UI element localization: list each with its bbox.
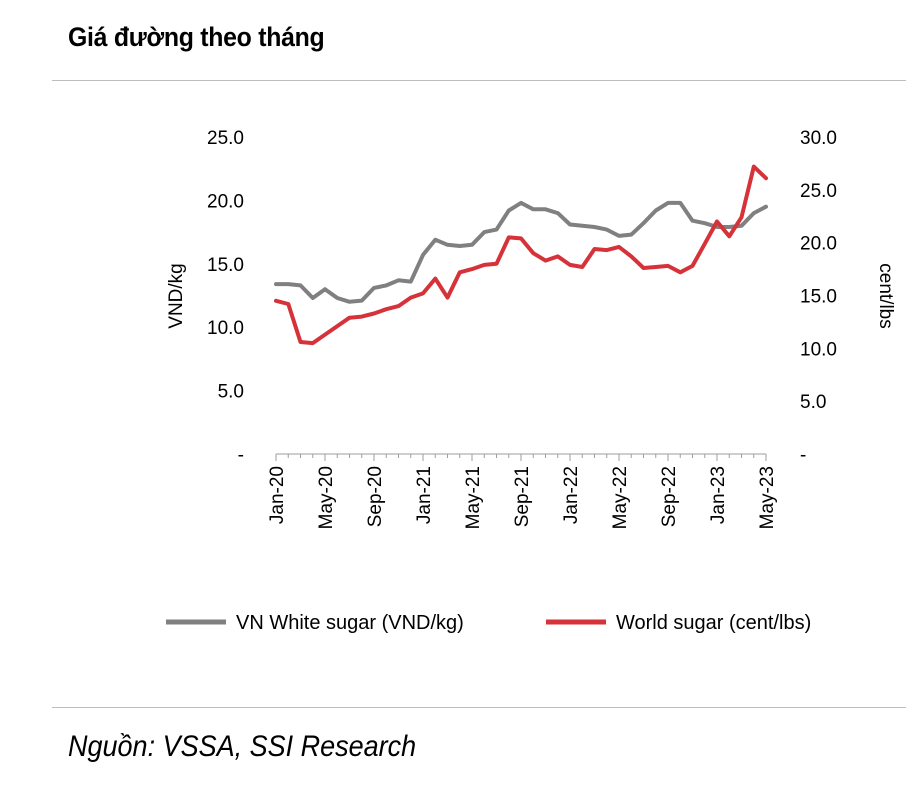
chart-svg: - 5.0 10.0 15.0 20.0 25.0 - 5.0 10.0 15.0 20.0 25.0… xyxy=(166,128,896,634)
y-right-tick-label: 10.0 xyxy=(800,339,837,360)
x-tick-label: May-20 xyxy=(316,466,337,529)
y-right-tick-label: 30.0 xyxy=(800,128,837,149)
y-left-tick-label: 10.0 xyxy=(207,318,244,339)
footer-divider xyxy=(52,707,906,708)
x-tick-label: Jan-20 xyxy=(267,466,288,524)
x-tick-label: May-21 xyxy=(463,466,484,529)
legend-label: VN White sugar (VND/kg) xyxy=(236,612,464,634)
x-tick-label: Jan-21 xyxy=(414,466,435,524)
y-right-tick-label: 5.0 xyxy=(800,392,826,413)
y-left-tick-label: - xyxy=(238,445,244,466)
series-line-vn-white-sugar xyxy=(274,200,768,304)
y-right-tick-label: 20.0 xyxy=(800,234,837,255)
x-tick-label: Sep-21 xyxy=(512,466,533,527)
chart-title: Giá đường theo tháng xyxy=(68,22,325,52)
y-left-axis-title: VND/kg xyxy=(166,263,187,328)
y-right-tick-label: 15.0 xyxy=(800,287,837,308)
title-divider xyxy=(52,80,906,81)
source-note: Nguồn: VSSA, SSI Research xyxy=(68,730,417,763)
y-right-tick-label: 25.0 xyxy=(800,181,837,202)
x-tick-label: Jan-23 xyxy=(708,466,729,524)
axes-group: - 5.0 10.0 15.0 20.0 25.0 - 5.0 10.0 15.0 20.0 25.0… xyxy=(166,128,896,529)
y-left-tick-label: 25.0 xyxy=(207,128,244,149)
legend-label: World sugar (cent/lbs) xyxy=(616,612,811,634)
x-tick-label: Sep-20 xyxy=(365,466,386,527)
x-tick-label: Sep-22 xyxy=(659,466,680,527)
legend-group: VN White sugar (VND/kg) World sugar (cent… xyxy=(166,612,811,634)
y-right-axis-title: cent/lbs xyxy=(875,263,896,328)
y-left-tick-label: 5.0 xyxy=(218,382,244,403)
x-tick-label: May-23 xyxy=(757,466,778,529)
y-left-tick-label: 15.0 xyxy=(207,255,244,276)
series-line-world-sugar xyxy=(274,164,768,346)
y-left-tick-label: 20.0 xyxy=(207,191,244,212)
x-tick-label: Jan-22 xyxy=(561,466,582,524)
series-group xyxy=(274,164,768,346)
y-right-tick-label: - xyxy=(800,445,806,466)
x-tick-label: May-22 xyxy=(610,466,631,529)
